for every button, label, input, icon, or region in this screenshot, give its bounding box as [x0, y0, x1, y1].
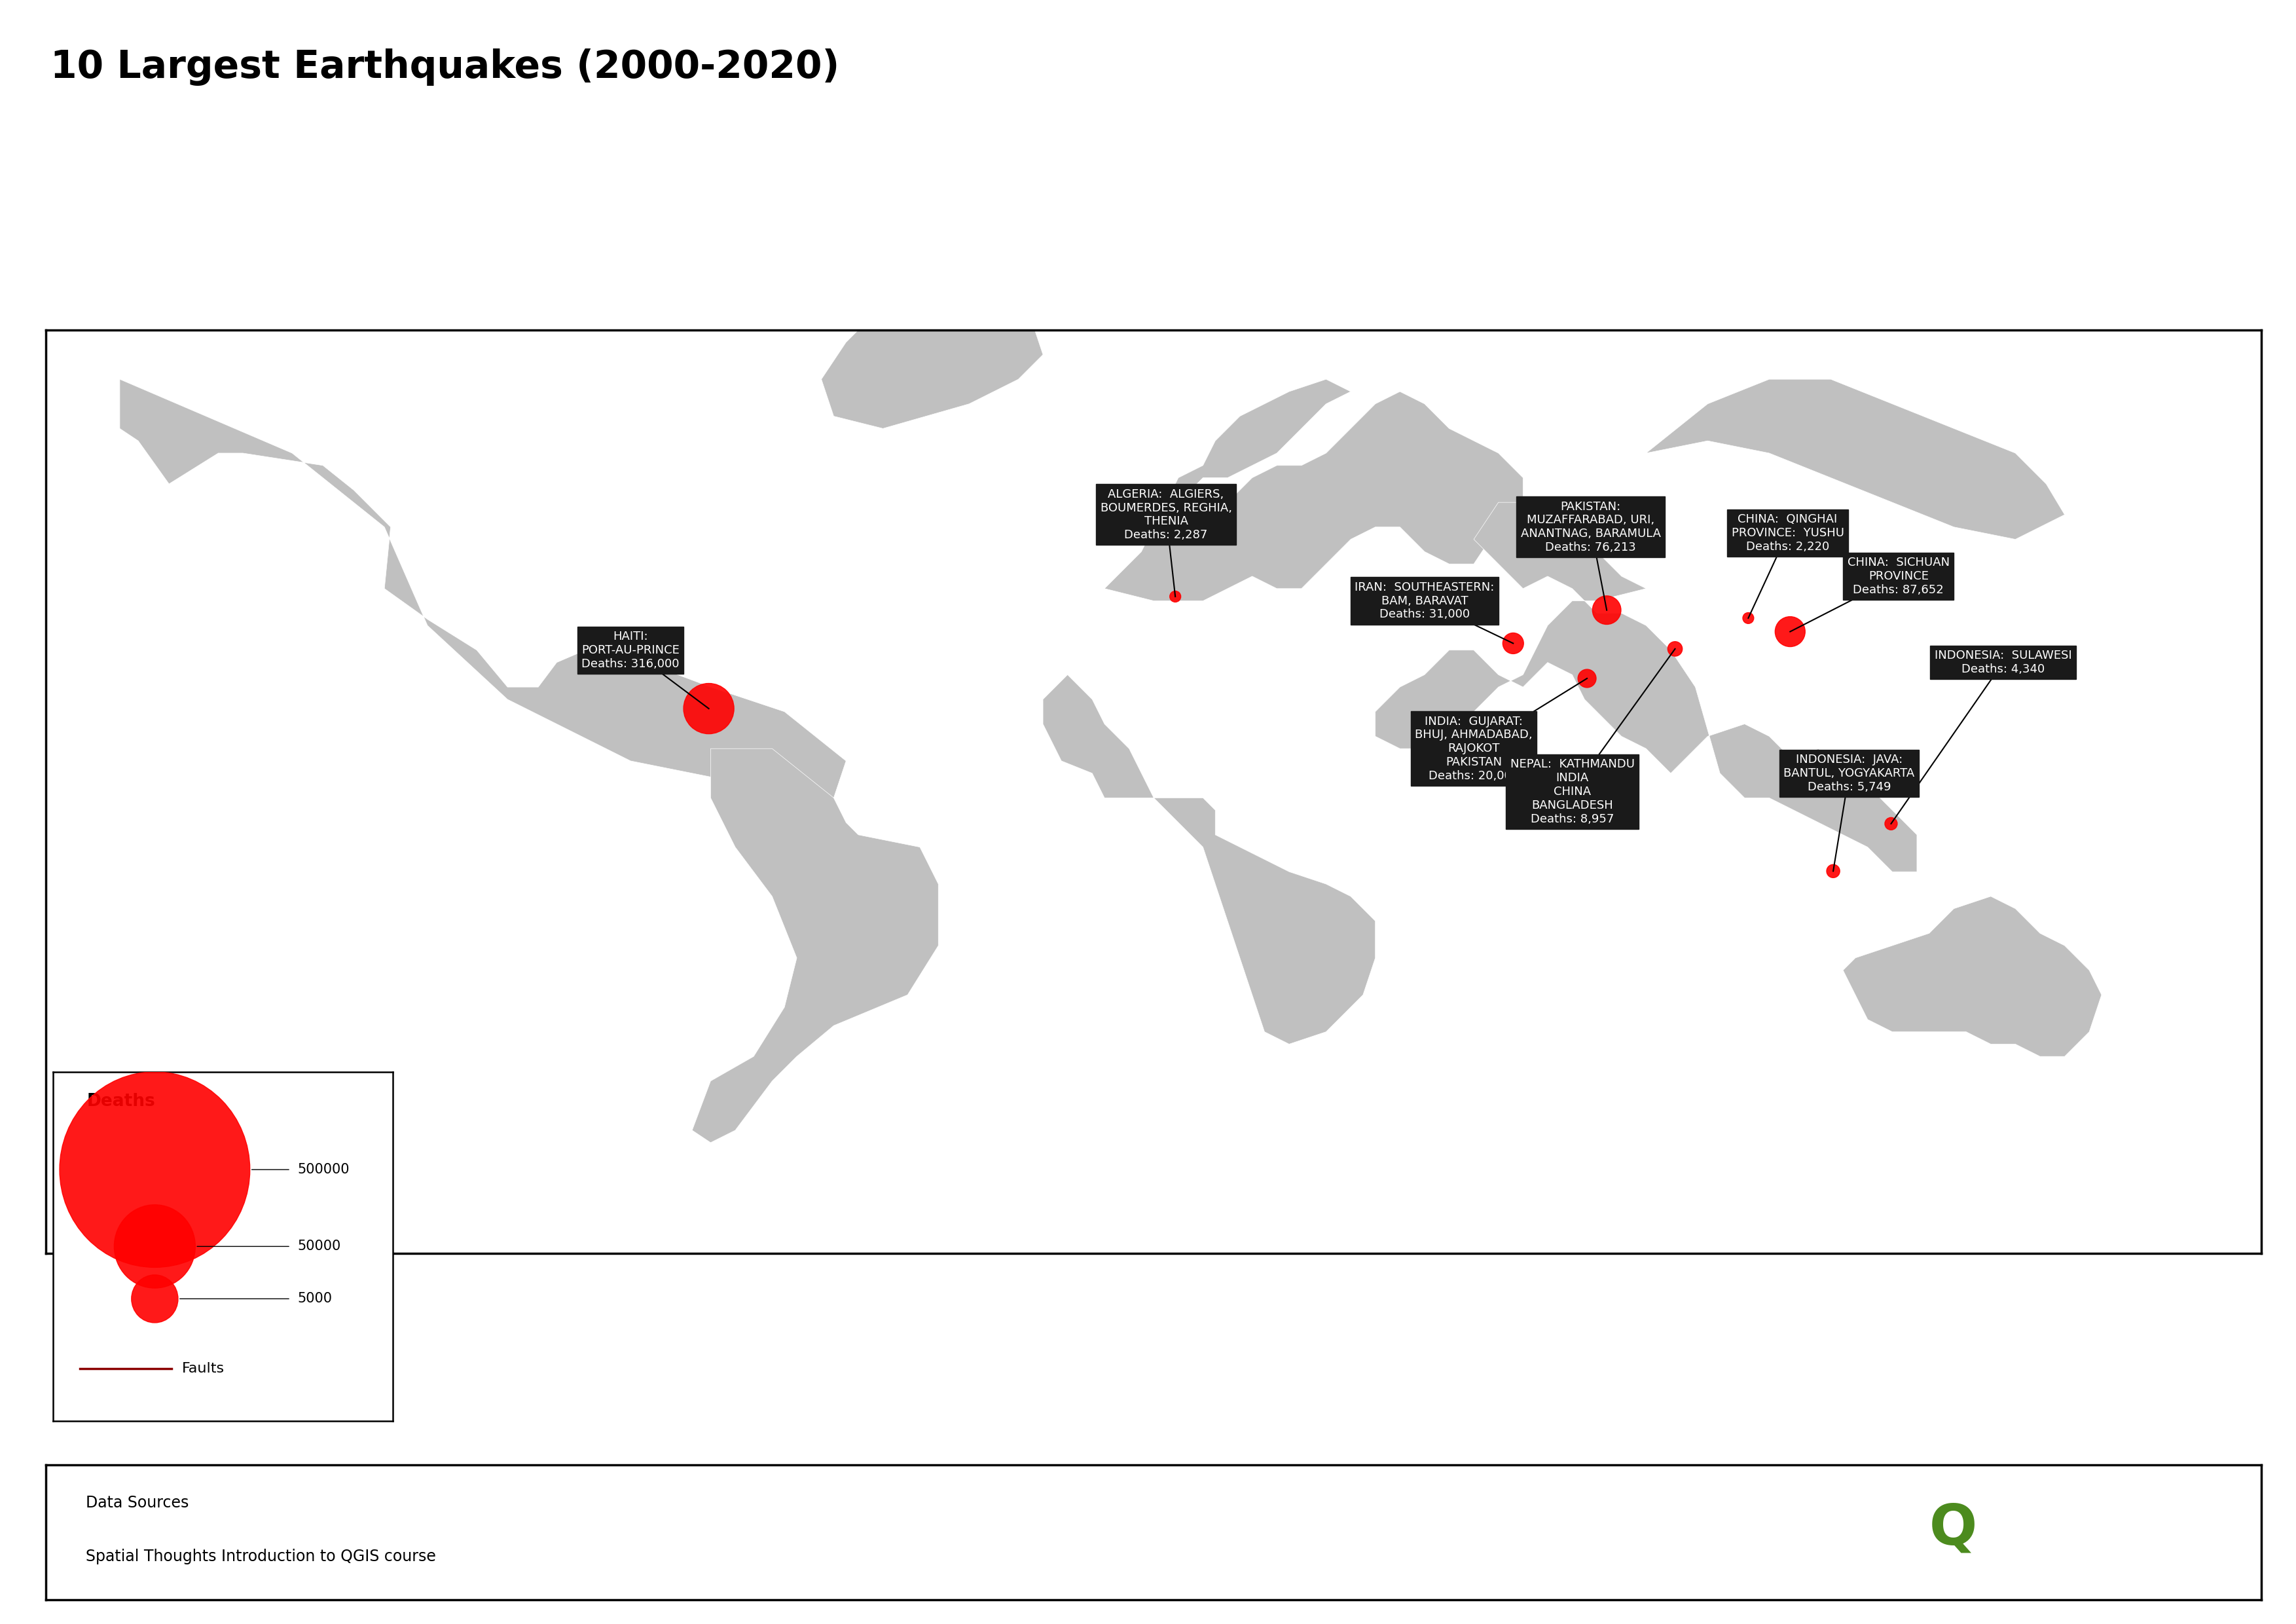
Polygon shape — [691, 749, 939, 1143]
Circle shape — [1885, 817, 1896, 830]
Circle shape — [1667, 641, 1683, 656]
Text: Data Sources: Data Sources — [85, 1494, 188, 1510]
Text: CHINA:  QINGHAI
PROVINCE:  YUSHU
Deaths: 2,220: CHINA: QINGHAI PROVINCE: YUSHU Deaths: 2… — [1731, 513, 1844, 552]
Text: INDONESIA:  SULAWESI
Deaths: 4,340: INDONESIA: SULAWESI Deaths: 4,340 — [1936, 650, 2071, 676]
Polygon shape — [1042, 674, 1375, 1044]
Polygon shape — [822, 312, 1042, 429]
Circle shape — [1593, 596, 1621, 624]
Text: NEPAL:  KATHMANDU
INDIA
CHINA
BANGLADESH
Deaths: 8,957: NEPAL: KATHMANDU INDIA CHINA BANGLADESH … — [1511, 758, 1635, 825]
Text: INDONESIA:  JAVA:
BANTUL, YOGYAKARTA
Deaths: 5,749: INDONESIA: JAVA: BANTUL, YOGYAKARTA Deat… — [1784, 754, 1915, 793]
Text: Faults: Faults — [181, 1363, 225, 1376]
Text: HAITI:
PORT-AU-PRINCE
Deaths: 316,000: HAITI: PORT-AU-PRINCE Deaths: 316,000 — [581, 630, 680, 669]
Circle shape — [60, 1072, 250, 1267]
Text: 10 Largest Earthquakes (2000-2020): 10 Largest Earthquakes (2000-2020) — [51, 49, 840, 86]
Polygon shape — [1375, 502, 1917, 872]
Text: Spatial Thoughts Introduction to QGIS course: Spatial Thoughts Introduction to QGIS co… — [85, 1549, 436, 1564]
Polygon shape — [1844, 896, 2101, 1056]
Text: CHINA:  SICHUAN
PROVINCE
Deaths: 87,652: CHINA: SICHUAN PROVINCE Deaths: 87,652 — [1848, 557, 1949, 596]
Text: QGIS: QGIS — [2117, 1557, 2167, 1575]
Text: 5000: 5000 — [298, 1293, 333, 1306]
FancyBboxPatch shape — [1876, 1475, 2030, 1588]
Circle shape — [1828, 864, 1839, 877]
Circle shape — [684, 684, 735, 734]
Circle shape — [1743, 612, 1754, 624]
Circle shape — [1169, 591, 1180, 603]
Text: 50000: 50000 — [298, 1239, 340, 1254]
Polygon shape — [119, 380, 845, 797]
Text: PAKISTAN:
MUZAFFARABAD, URI,
ANANTNAG, BARAMULA
Deaths: 76,213: PAKISTAN: MUZAFFARABAD, URI, ANANTNAG, B… — [1520, 500, 1660, 554]
Circle shape — [1577, 669, 1596, 687]
Circle shape — [115, 1205, 195, 1288]
Polygon shape — [1104, 380, 1522, 601]
Text: Q: Q — [1929, 1502, 1977, 1556]
Text: INDIA:  GUJARAT:
BHUJ, AHMADABAD,
RAJOKOT
PAKISTAN
Deaths: 20,005: INDIA: GUJARAT: BHUJ, AHMADABAD, RAJOKOT… — [1414, 716, 1531, 781]
Text: Deaths: Deaths — [87, 1093, 156, 1109]
Text: with: with — [2124, 1522, 2161, 1536]
Polygon shape — [1522, 380, 2064, 539]
Circle shape — [1502, 633, 1525, 654]
Text: ALGERIA:  ALGIERS,
BOUMERDES, REGHIA,
THENIA
Deaths: 2,287: ALGERIA: ALGIERS, BOUMERDES, REGHIA, THE… — [1100, 489, 1233, 541]
Circle shape — [131, 1275, 179, 1322]
Text: made: made — [2117, 1486, 2165, 1501]
Text: 500000: 500000 — [298, 1163, 349, 1176]
Text: IRAN:  SOUTHEASTERN:
BAM, BARAVAT
Deaths: 31,000: IRAN: SOUTHEASTERN: BAM, BARAVAT Deaths:… — [1355, 581, 1495, 620]
Circle shape — [1775, 617, 1805, 646]
